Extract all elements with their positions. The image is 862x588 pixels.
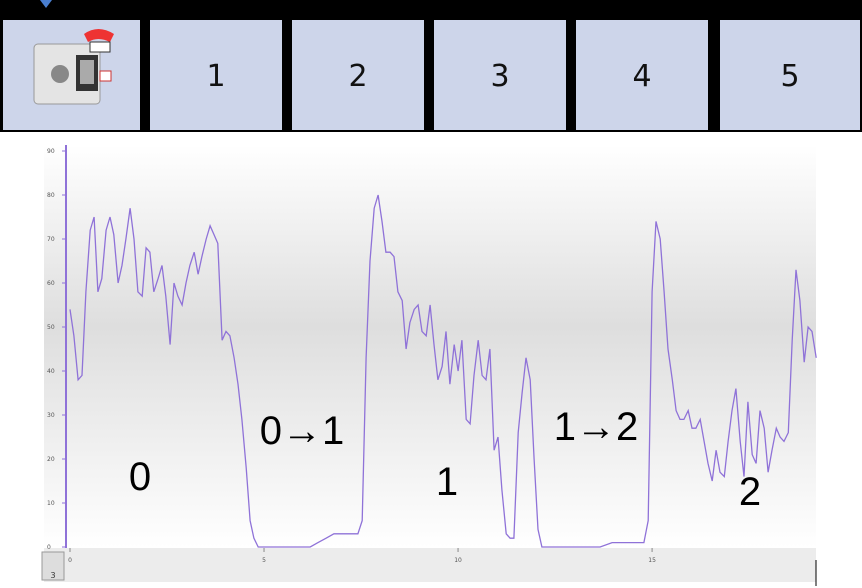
x-axis-strip <box>44 548 816 582</box>
x-tick-label: 15 <box>648 557 656 564</box>
port-icon <box>41 551 65 581</box>
y-tick-label: 70 <box>47 236 55 243</box>
tab-label: 5 <box>780 59 799 94</box>
menu-icon <box>40 0 52 8</box>
y-tick-label: 80 <box>47 192 55 199</box>
x-tick-label: 5 <box>262 557 266 564</box>
x-tick-label: 10 <box>454 557 462 564</box>
y-tick-label: 40 <box>47 368 55 375</box>
annotation: 1 <box>436 460 458 504</box>
annotation: 2 <box>739 470 761 514</box>
brick-icon <box>33 29 114 105</box>
tab-label: 2 <box>348 59 367 94</box>
y-tick-label: 50 <box>47 324 55 331</box>
top-bar <box>0 0 862 18</box>
x-tick-label: 0 <box>68 557 72 564</box>
annotation: 0→1 <box>260 409 345 453</box>
tab[interactable] <box>720 20 860 130</box>
data-line <box>69 194 817 548</box>
tab[interactable] <box>576 20 708 130</box>
y-tick-label: 0 <box>47 544 51 551</box>
annotation: 0 <box>129 455 151 499</box>
tab[interactable] <box>150 20 282 130</box>
y-tick-label: 30 <box>47 412 55 419</box>
annotation: 1→2 <box>554 405 639 449</box>
tab-label: 1 <box>206 59 225 94</box>
port-label: 3 <box>50 571 55 580</box>
y-tick-label: 20 <box>47 456 55 463</box>
tab-label: 4 <box>632 59 651 94</box>
y-tick-label: 90 <box>47 148 55 155</box>
tab-label: 3 <box>490 59 509 94</box>
tab-strip <box>0 18 862 132</box>
y-tick-label: 10 <box>47 500 55 507</box>
plot-area <box>44 145 816 548</box>
tab[interactable] <box>292 20 424 130</box>
tab[interactable] <box>434 20 566 130</box>
y-tick-label: 60 <box>47 280 55 287</box>
